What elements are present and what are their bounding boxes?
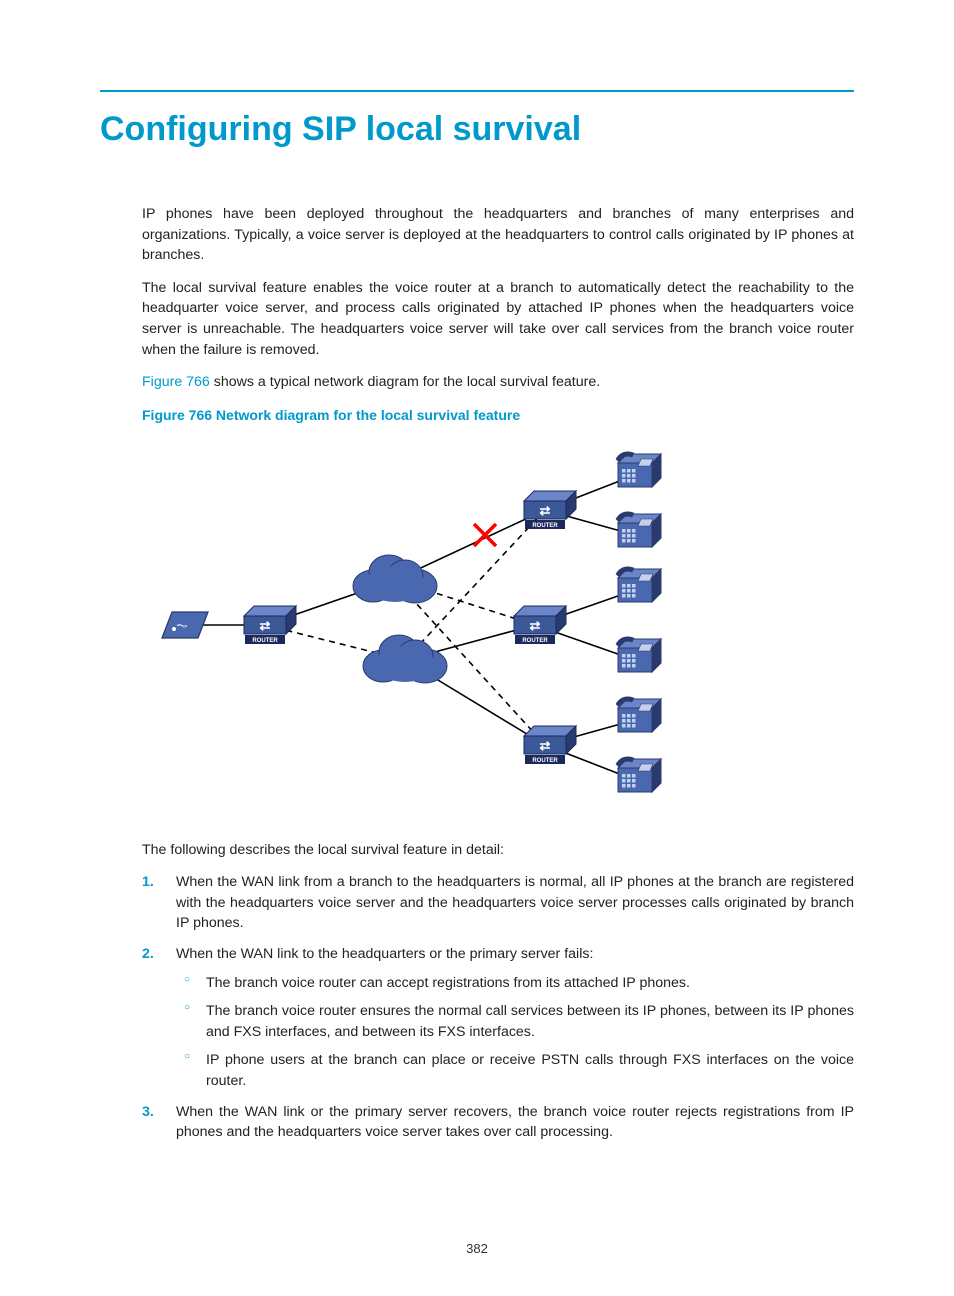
phone-icon: [616, 697, 661, 732]
list-item: 1. When the WAN link from a branch to the…: [142, 872, 854, 934]
svg-text:⇄: ⇄: [540, 738, 551, 753]
svg-text:⇄: ⇄: [530, 618, 541, 633]
router-icon: ⇄ ROUTER: [244, 606, 296, 644]
phone-icon: [616, 757, 661, 792]
network-diagram-svg: ⏦ ⇄ ROUTER ⇄ ROUTER ⇄ ROUTER ⇄ ROUTER: [150, 435, 690, 815]
list-number: 3.: [142, 1102, 154, 1123]
router-icon: ⇄ ROUTER: [514, 606, 566, 644]
router-icon: ⇄ ROUTER: [524, 491, 576, 529]
body-content: IP phones have been deployed throughout …: [142, 204, 854, 1143]
numbered-list: 1. When the WAN link from a branch to the…: [142, 872, 854, 1143]
paragraph-2: The local survival feature enables the v…: [142, 278, 854, 360]
page-title: Configuring SIP local survival: [100, 110, 854, 149]
paragraph-4: The following describes the local surviv…: [142, 840, 854, 861]
server-icon: ⏦: [162, 612, 208, 638]
top-rule: [100, 90, 854, 92]
paragraph-3: Figure 766 shows a typical network diagr…: [142, 372, 854, 393]
cloud-icon: [363, 635, 447, 683]
svg-text:ROUTER: ROUTER: [522, 638, 548, 644]
page: Configuring SIP local survival IP phones…: [0, 0, 954, 1296]
svg-text:⏦: ⏦: [176, 617, 188, 634]
svg-text:ROUTER: ROUTER: [532, 523, 558, 529]
network-diagram: ⏦ ⇄ ROUTER ⇄ ROUTER ⇄ ROUTER ⇄ ROUTER: [150, 435, 690, 822]
cloud-icon: [353, 555, 437, 603]
router-icon: ⇄ ROUTER: [524, 726, 576, 764]
svg-text:⇄: ⇄: [260, 618, 271, 633]
list-text: When the WAN link to the headquarters or…: [176, 946, 593, 962]
figure-reference-link[interactable]: Figure 766: [142, 374, 210, 390]
list-number: 1.: [142, 872, 154, 893]
svg-text:⇄: ⇄: [540, 503, 551, 518]
list-text: When the WAN link from a branch to the h…: [176, 874, 854, 931]
sub-list: The branch voice router can accept regis…: [176, 973, 854, 1092]
page-number: 382: [0, 1241, 954, 1256]
figure-caption: Figure 766 Network diagram for the local…: [142, 405, 854, 425]
list-item: 3. When the WAN link or the primary serve…: [142, 1102, 854, 1143]
sub-list-item: IP phone users at the branch can place o…: [176, 1050, 854, 1091]
svg-text:ROUTER: ROUTER: [252, 638, 278, 644]
sub-list-item: The branch voice router can accept regis…: [176, 973, 854, 994]
phone-icon: [616, 452, 661, 487]
paragraph-3-rest: shows a typical network diagram for the …: [210, 374, 600, 390]
phone-icon: [616, 567, 661, 602]
list-item: 2. When the WAN link to the headquarters …: [142, 944, 854, 1092]
list-number: 2.: [142, 944, 154, 965]
phone-icon: [616, 512, 661, 547]
svg-text:ROUTER: ROUTER: [532, 758, 558, 764]
list-text: When the WAN link or the primary server …: [176, 1104, 854, 1141]
phone-icon: [616, 637, 661, 672]
sub-list-item: The branch voice router ensures the norm…: [176, 1001, 854, 1042]
paragraph-1: IP phones have been deployed throughout …: [142, 204, 854, 266]
